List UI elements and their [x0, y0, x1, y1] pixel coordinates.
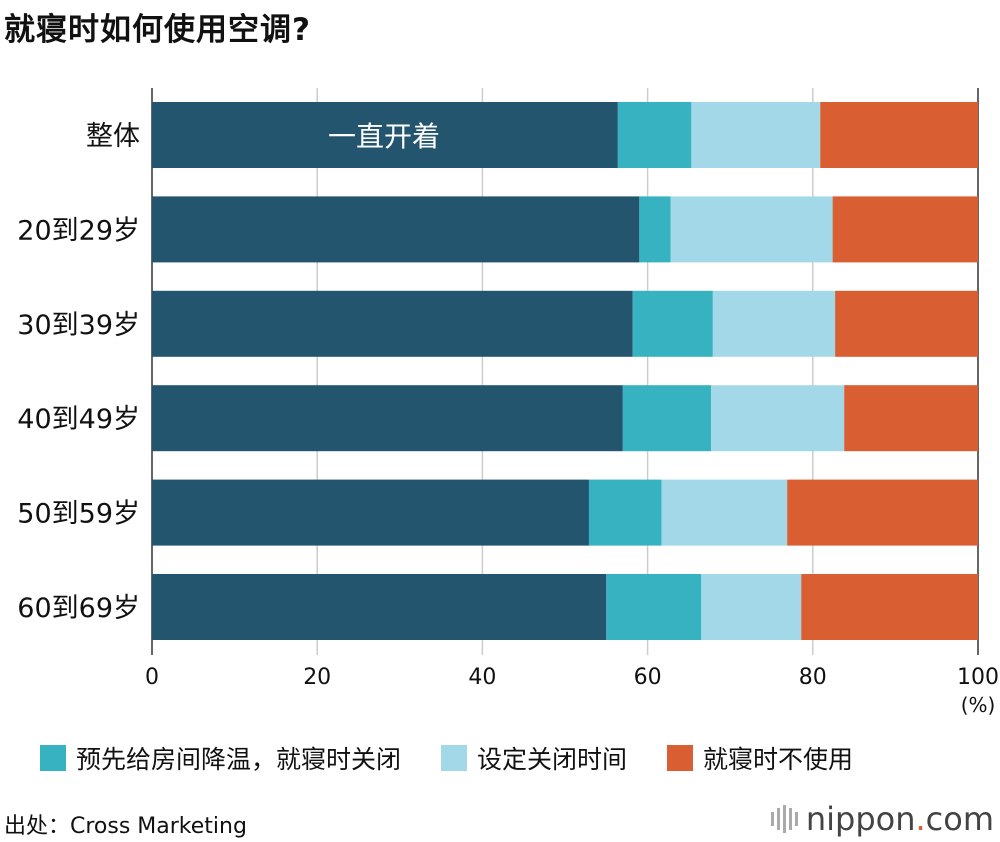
bar-segment: [152, 385, 623, 452]
bar-segment: [152, 479, 589, 546]
bar-segment: [670, 196, 833, 263]
bar-segment: [606, 574, 702, 640]
legend-item: 就寝时不使用: [667, 740, 853, 776]
legend-label: 设定关闭时间: [477, 745, 628, 774]
bar-segment: [617, 102, 692, 168]
bar-segment: [820, 102, 978, 168]
x-tick-label: 20: [303, 665, 331, 690]
bar-segment: [622, 385, 712, 452]
category-label: 30到39岁: [17, 310, 140, 341]
bar-segment: [152, 574, 607, 640]
x-tick-label: 100: [957, 665, 999, 690]
bar-segment: [711, 385, 845, 452]
bar-segment: [152, 102, 618, 168]
legend-swatch: [441, 745, 468, 771]
legend-swatch: [667, 745, 694, 771]
category-label: 60到69岁: [17, 593, 140, 624]
source-note: 出处：Cross Marketing: [4, 814, 247, 839]
bar-segment: [661, 479, 788, 546]
legend-label: 就寝时不使用: [703, 745, 854, 774]
nippon-logo: nippon. com: [770, 800, 994, 838]
legend-item: 预先给房间降温，就寝时关闭: [40, 740, 401, 776]
bar-segment: [691, 102, 821, 168]
category-label: 20到29岁: [17, 215, 140, 246]
bar-segment: [701, 574, 802, 640]
category-label: 40到49岁: [17, 404, 140, 435]
logo-suffix: com: [925, 800, 994, 838]
bar-segment: [835, 290, 978, 357]
chart-title: 就寝时如何使用空调?: [4, 12, 311, 48]
bar-segment: [712, 290, 836, 357]
bar-segment: [801, 574, 978, 640]
logo-text: nippon: [805, 800, 916, 838]
category-label: 整体: [86, 121, 140, 152]
inline-series-label: 一直开着: [328, 120, 440, 153]
x-tick-label: 80: [799, 665, 827, 690]
bar-segment: [844, 385, 978, 452]
legend-label: 预先给房间降温，就寝时关闭: [76, 745, 402, 774]
bar-segment: [787, 479, 978, 546]
x-tick-label: 0: [145, 665, 159, 690]
logo-bars-icon: [770, 805, 798, 833]
bar-segment: [639, 196, 671, 263]
category-label: 50到59岁: [17, 499, 140, 530]
logo-dot: .: [915, 800, 926, 838]
x-tick-label: 60: [634, 665, 662, 690]
bar-segment: [588, 479, 662, 546]
x-unit-label: (%): [961, 693, 996, 717]
legend-swatch: [40, 745, 66, 771]
bar-segment: [632, 290, 713, 357]
bar-segment: [152, 290, 633, 357]
bar-segment: [152, 196, 640, 263]
bar-segment: [832, 196, 978, 263]
legend-item: 设定关闭时间: [441, 740, 627, 776]
legend: 预先给房间降温，就寝时关闭 设定关闭时间 就寝时不使用: [40, 740, 893, 776]
x-tick-label: 40: [468, 665, 496, 690]
